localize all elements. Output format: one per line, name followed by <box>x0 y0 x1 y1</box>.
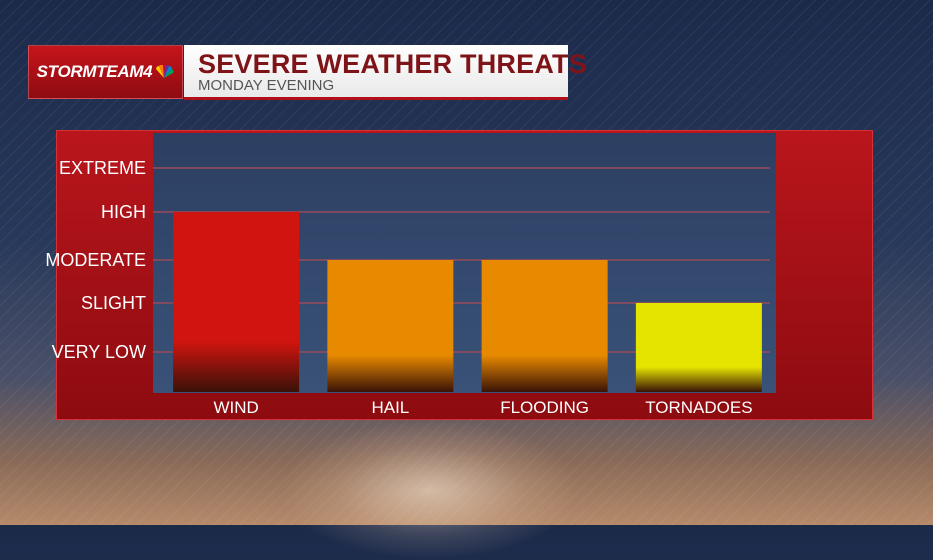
y-tick-label: SLIGHT <box>81 293 146 313</box>
bar-flooding <box>481 260 608 392</box>
bar-wind <box>173 212 300 392</box>
x-tick-label: HAIL <box>371 398 409 417</box>
stormteam4-logo: STORMTEAM4 <box>28 45 183 99</box>
bar-layer <box>173 212 762 392</box>
peacock-icon <box>156 65 174 78</box>
logo-text: STORMTEAM4 <box>36 62 153 81</box>
page-title: SEVERE WEATHER THREATS <box>198 49 587 79</box>
x-tick-label: FLOODING <box>500 398 589 417</box>
bar-hail <box>327 260 454 392</box>
y-tick-label: HIGH <box>101 202 146 222</box>
label-layer: VERY LOW SLIGHT MODERATE HIGH EXTREME WIND HAI… <box>45 158 752 417</box>
y-tick-label: VERY LOW <box>52 342 146 362</box>
page-subtitle: MONDAY EVENING <box>198 77 335 94</box>
threat-bar-chart: VERY LOW SLIGHT MODERATE HIGH EXTREME WIND HAI… <box>45 158 770 417</box>
y-tick-label: EXTREME <box>59 158 146 178</box>
title-banner: SEVERE WEATHER THREATS MONDAY EVENING <box>184 45 587 100</box>
y-tick-label: MODERATE <box>45 250 146 270</box>
x-tick-label: WIND <box>213 398 258 417</box>
bar-tornadoes <box>635 303 762 392</box>
x-tick-label: TORNADOES <box>645 398 752 417</box>
